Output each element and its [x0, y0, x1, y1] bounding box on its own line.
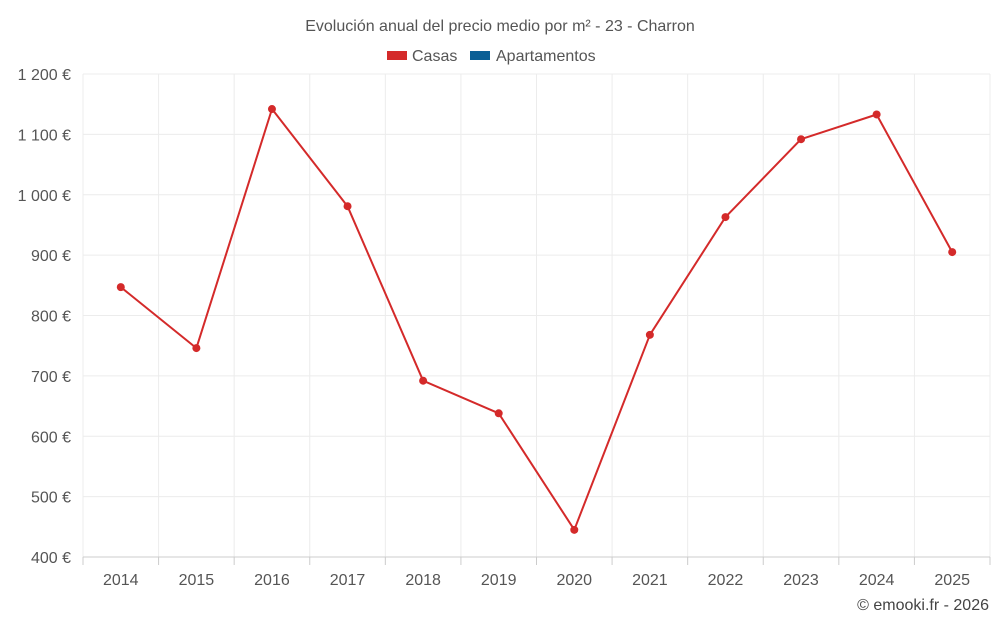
credit-text: © emooki.fr - 2026 [857, 597, 989, 614]
x-tick-label: 2025 [934, 572, 970, 589]
x-tick-label: 2019 [481, 572, 517, 589]
legend: Casas Apartamentos [387, 48, 596, 65]
x-tick-label: 2016 [254, 572, 290, 589]
data-point[interactable] [494, 409, 503, 418]
legend-item-casas[interactable]: Casas [387, 48, 457, 65]
data-point[interactable] [116, 283, 125, 292]
x-tick-label: 2017 [330, 572, 366, 589]
y-tick-label: 1 000 € [18, 188, 71, 205]
y-tick-label: 500 € [31, 490, 71, 507]
data-point[interactable] [797, 135, 806, 144]
legend-label-casas: Casas [412, 48, 457, 65]
series-line [120, 108, 954, 531]
legend-label-apartamentos: Apartamentos [496, 48, 596, 65]
data-point[interactable] [267, 105, 276, 114]
y-tick-label: 900 € [31, 248, 71, 265]
gridlines [82, 73, 991, 557]
x-axis-ticks: 2014 2015 2016 2017 2018 2019 2020 2021 2022 2023… [103, 572, 970, 589]
y-tick-label: 400 € [31, 550, 71, 567]
x-tick-label: 2022 [708, 572, 744, 589]
data-point[interactable] [192, 344, 201, 353]
x-tick-label: 2020 [556, 572, 592, 589]
legend-swatch-casas [387, 51, 407, 60]
y-tick-label: 800 € [31, 309, 71, 326]
legend-item-apartamentos[interactable]: Apartamentos [470, 48, 596, 65]
axes [82, 556, 991, 565]
y-tick-label: 1 200 € [18, 67, 71, 84]
x-tick-label: 2015 [179, 572, 215, 589]
x-tick-label: 2018 [405, 572, 441, 589]
y-tick-label: 600 € [31, 429, 71, 446]
data-point[interactable] [645, 330, 654, 339]
x-tick-label: 2024 [859, 572, 895, 589]
x-tick-label: 2023 [783, 572, 819, 589]
y-tick-label: 1 100 € [18, 127, 71, 144]
data-point[interactable] [419, 376, 428, 385]
x-tick-label: 2014 [103, 572, 139, 589]
data-point[interactable] [872, 110, 881, 119]
data-point[interactable] [721, 213, 730, 222]
y-axis-ticks: 400 € 500 € 600 € 700 € 800 € 900 € 1 000 € 1 1… [18, 67, 71, 567]
y-tick-label: 700 € [31, 369, 71, 386]
data-point[interactable] [948, 248, 957, 257]
legend-swatch-apartamentos [470, 51, 490, 60]
data-point[interactable] [570, 525, 579, 534]
data-point[interactable] [343, 202, 352, 211]
chart-title: Evolución anual del precio medio por m² … [305, 18, 695, 35]
x-tick-label: 2021 [632, 572, 668, 589]
series-casas [116, 105, 957, 534]
